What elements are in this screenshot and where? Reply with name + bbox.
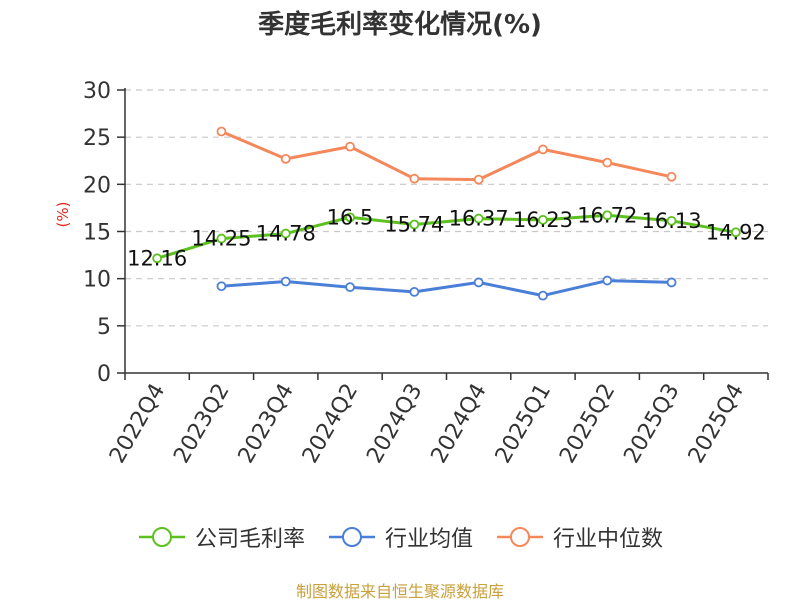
data-point [602, 210, 613, 221]
legend: 公司毛利率 行业均值 行业中位数 [0, 520, 800, 554]
data-point [473, 174, 484, 185]
data-point [280, 228, 291, 239]
x-tick-label: 2023Q4 [234, 380, 299, 468]
series-lines [152, 126, 741, 301]
data-point [602, 275, 613, 286]
data-point [280, 153, 291, 164]
data-point [666, 215, 677, 226]
x-tick-label: 2024Q4 [427, 380, 492, 468]
x-tick-label: 2025Q3 [619, 380, 684, 468]
data-point [345, 282, 355, 293]
source-note: 制图数据来自恒生聚源数据库 [295, 582, 504, 601]
chart-title: 季度毛利率变化情况(%) [258, 10, 542, 40]
legend-label: 公司毛利率 [194, 527, 305, 552]
legend-item[interactable]: 行业均值 [327, 521, 473, 553]
x-tick-label: 2023Q2 [169, 380, 234, 468]
data-label: 16.37 [449, 207, 509, 231]
x-tick-label: 2025Q2 [555, 380, 620, 468]
x-tick-label: 2025Q4 [684, 380, 749, 468]
data-label: 12.16 [127, 246, 187, 270]
data-point [730, 227, 741, 238]
y-tick-label: 10 [83, 268, 111, 293]
data-label: 14.92 [706, 220, 766, 244]
series-line [155, 213, 738, 260]
series-line [219, 130, 673, 182]
legend-line-marker-icon [328, 527, 375, 547]
data-label: 16.5 [327, 205, 374, 229]
legend-label: 行业均值 [384, 527, 473, 552]
legend-line-marker-icon [497, 527, 543, 547]
data-point [473, 277, 484, 288]
data-label: 16.72 [577, 203, 637, 227]
data-point [666, 277, 677, 288]
series-line [219, 279, 673, 298]
data-point [473, 213, 484, 224]
data-label: 16.13 [641, 209, 701, 233]
data-point [216, 126, 227, 137]
gridlines [125, 89, 768, 327]
data-point [280, 276, 291, 287]
y-tick-label: 5 [97, 315, 111, 340]
data-point [345, 141, 355, 152]
data-point [152, 253, 163, 264]
data-point [602, 157, 613, 168]
data-point [216, 233, 227, 244]
data-point [409, 173, 420, 184]
y-tick-label: 25 [83, 126, 111, 151]
y-tick-label: 0 [97, 362, 111, 387]
data-label: 15.74 [384, 213, 444, 237]
data-point [666, 171, 677, 182]
data-point [216, 281, 227, 292]
y-tick-label: 15 [83, 221, 111, 246]
legend-item[interactable]: 公司毛利率 [137, 521, 305, 553]
x-tick-label: 2024Q2 [298, 380, 363, 468]
data-point [538, 214, 548, 225]
legend-label: 行业中位数 [553, 527, 664, 552]
legend-item[interactable]: 行业中位数 [495, 521, 663, 553]
data-label: 16.23 [513, 208, 573, 232]
data-point [409, 219, 420, 230]
data-point [345, 212, 355, 223]
y-tick-label: 30 [83, 79, 111, 104]
data-point [538, 290, 548, 301]
data-label: 14.25 [191, 227, 251, 251]
x-tick-label: 2024Q3 [362, 380, 427, 468]
data-label: 14.78 [256, 222, 316, 246]
data-point [409, 286, 420, 297]
y-tick-label: 20 [83, 173, 111, 198]
legend-line-marker-icon [138, 527, 185, 547]
x-tick-label: 2025Q1 [491, 380, 556, 468]
data-point [538, 144, 548, 155]
y-axis-label: (%) [54, 202, 72, 228]
x-tick-label: 2022Q4 [105, 380, 170, 468]
